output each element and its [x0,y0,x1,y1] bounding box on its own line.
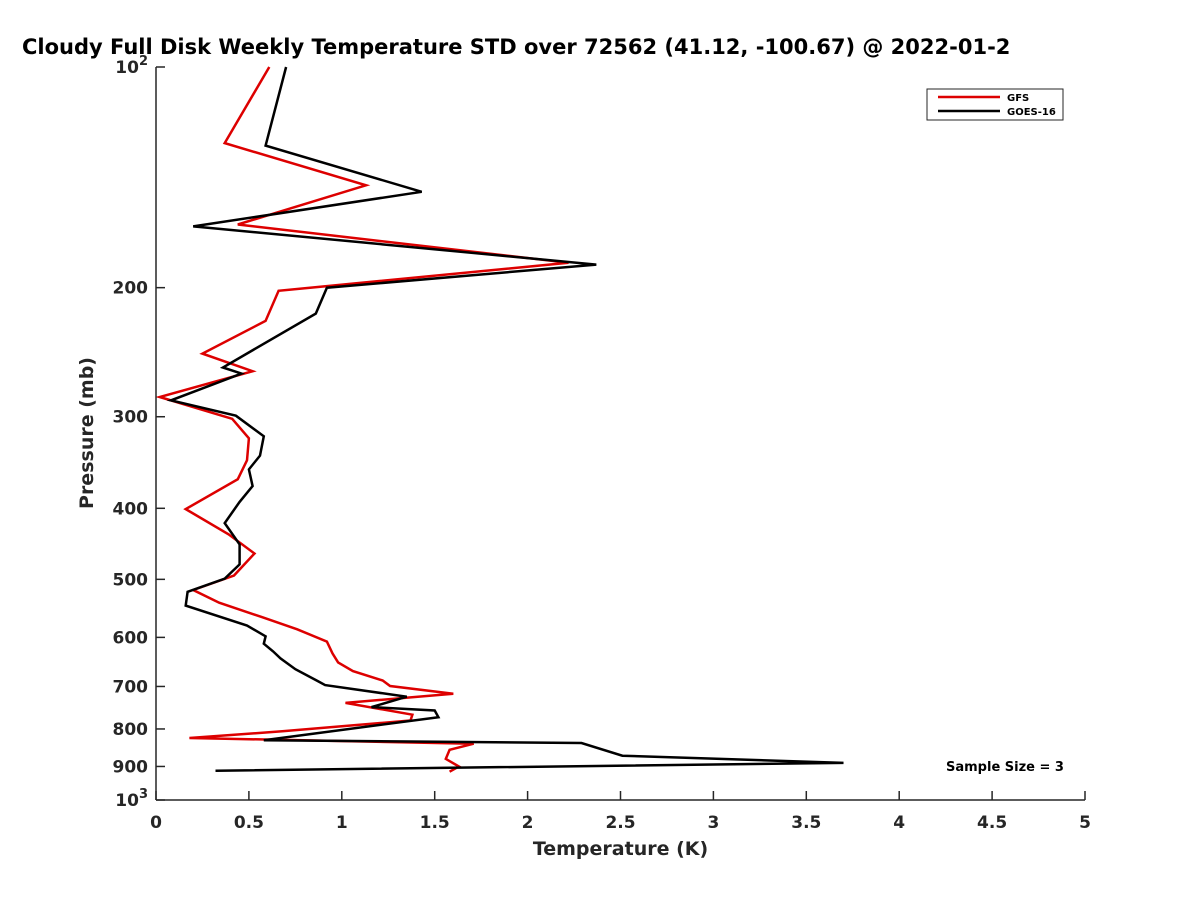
x-tick-label: 3.5 [791,813,821,833]
x-tick-label: 2.5 [605,813,635,833]
chart-title: Cloudy Full Disk Weekly Temperature STD … [22,35,1010,59]
y-ticks: 200 300 400 500 600 700 800 900 102 103 [113,54,165,811]
x-tick-label: 0 [150,813,162,833]
y-tick-label: 103 [115,787,148,811]
x-tick-label: 5 [1079,813,1091,833]
y-tick-label: 300 [113,408,149,428]
y-tick-label: 900 [113,757,149,777]
x-tick-label: 0.5 [234,813,264,833]
legend: GFS GOES-16 [926,88,1064,121]
legend-goes16-label: GOES-16 [1007,107,1056,118]
x-axis-label: Temperature (K) [533,838,708,860]
x-tick-label: 4 [893,813,905,833]
x-tick-label: 1 [336,813,348,833]
x-ticks: 0 0.5 1 1.5 2 2.5 3 3.5 4 4.5 5 [150,791,1091,833]
x-tick-label: 1.5 [420,813,450,833]
legend-box [926,88,1064,121]
legend-gfs-label: GFS [1007,93,1029,104]
y-tick-label: 600 [113,628,149,648]
y-tick-label: 800 [113,720,149,740]
plot-area [156,67,1085,800]
sample-size-annotation: Sample Size = 3 [946,760,1064,775]
y-tick-label: 700 [113,677,149,697]
y-tick-label: 200 [113,279,149,299]
x-tick-label: 4.5 [977,813,1007,833]
y-axis-label: Pressure (mb) [76,357,98,509]
series-layer [155,66,844,773]
y-tick-label: 102 [115,54,148,78]
series-line-gfs [155,66,569,773]
x-tick-label: 3 [707,813,719,833]
y-tick-label: 400 [113,499,149,519]
y-tick-label: 500 [113,570,149,590]
series-line-goes-16 [166,66,844,772]
x-tick-label: 2 [522,813,534,833]
